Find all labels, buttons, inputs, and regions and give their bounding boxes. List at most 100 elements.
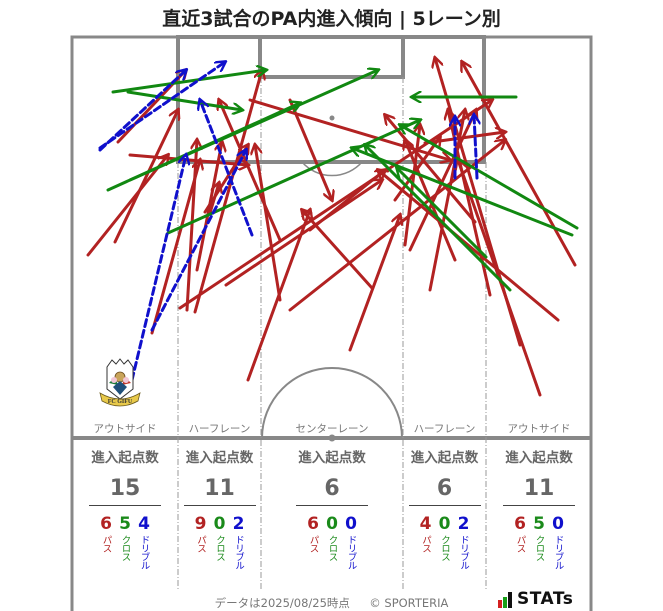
stat-header: 進入起点数 (410, 450, 479, 466)
pass-arrow (86, 155, 168, 257)
pass-count: 4 (419, 514, 432, 534)
pass-arrow (113, 110, 178, 244)
pass-arrow (193, 70, 262, 314)
dribble-label: ドリブル (552, 535, 564, 569)
lane-stats-outside-left: 進入起点数 15 6 パス 5 クロス 4 ドリブル (72, 448, 178, 569)
cross-label: クロス (326, 535, 338, 561)
pass-label: パス (420, 535, 431, 552)
dribble-count: 2 (457, 514, 470, 534)
cross-count: 5 (119, 514, 131, 534)
pass-arrow (208, 183, 219, 215)
pass-arrow (150, 160, 200, 335)
cross-count: 5 (533, 514, 545, 534)
pass-arrow (219, 100, 282, 242)
divider (408, 505, 481, 506)
cross-arrows (106, 70, 579, 292)
cross-label: クロス (214, 535, 225, 561)
divider (503, 505, 575, 506)
lane-stats-outside-right: 進入起点数 11 6 パス 5 クロス 0 ドリブル (486, 448, 592, 569)
stat-header: 進入起点数 (91, 450, 159, 466)
pass-arrow (178, 100, 492, 310)
entry-total: 11 (204, 476, 235, 501)
stats-logo: STATs (498, 590, 573, 608)
pass-arrow (423, 132, 505, 145)
team-crest-icon: FC GIFU (99, 358, 141, 407)
lane-label-outside-right: アウトサイド (507, 423, 571, 435)
lane-label-center: センターレーン (295, 423, 369, 435)
cross-arrow (166, 120, 420, 235)
dribble-arrow (98, 70, 186, 152)
cross-arrow (397, 168, 488, 259)
lane-dividers (177, 77, 487, 590)
pass-arrow (185, 140, 197, 312)
entry-total: 15 (109, 476, 141, 501)
dribble-label: ドリブル (138, 535, 150, 569)
cross-label: クロス (119, 535, 131, 561)
pass-label: パス (195, 535, 206, 552)
cross-arrow (365, 145, 512, 292)
svg-text:FC GIFU: FC GIFU (108, 399, 133, 405)
cross-arrow (352, 148, 574, 237)
lane-label-outside-left: アウトサイド (93, 423, 157, 435)
pass-count: 6 (307, 514, 319, 534)
pass-arrow (255, 145, 282, 302)
pass-count: 6 (100, 514, 112, 534)
data-date-note: データは2025/08/25時点 (214, 596, 350, 610)
entry-total: 6 (436, 476, 453, 501)
dribble-label: ドリブル (345, 535, 357, 569)
cross-label: クロス (533, 535, 545, 561)
divider (89, 505, 161, 506)
pass-label: パス (100, 535, 112, 552)
pass-label: パス (514, 535, 526, 552)
pass-arrow (408, 110, 476, 252)
cross-count: 0 (438, 514, 451, 534)
pass-arrows (86, 58, 577, 397)
lane-stats-center: 進入起点数 6 6 パス 0 クロス 0 ドリブル (261, 448, 403, 569)
pass-arrow (224, 180, 382, 287)
dribble-count: 0 (345, 514, 357, 534)
dribble-arrow (130, 155, 186, 382)
dribble-arrows (98, 62, 477, 382)
pass-arrow (428, 110, 465, 292)
dribble-label: ドリブル (458, 535, 469, 569)
divider (296, 505, 368, 506)
pass-count: 6 (514, 514, 526, 534)
copyright: © SPORTERIA (369, 596, 449, 610)
bar-chart-icon-bar (503, 597, 507, 608)
pass-arrow (378, 170, 560, 322)
bar-chart-icon (498, 600, 502, 608)
pass-count: 9 (194, 514, 207, 534)
cross-arrow (106, 103, 300, 192)
lane-stats-halfspace-left: 進入起点数 11 9 パス 0 クロス 2 ドリブル (178, 448, 261, 569)
entry-total: 11 (523, 476, 555, 501)
cross-arrow (400, 125, 579, 230)
lane-label-halfspace-right: ハーフレーン (413, 423, 476, 435)
pass-arrow (348, 215, 400, 352)
pass-label: パス (307, 535, 319, 552)
bar-chart-icon-bar (508, 592, 512, 608)
stat-header: 進入起点数 (505, 450, 573, 466)
dribble-count: 4 (138, 514, 150, 534)
lane-stats-halfspace-right: 進入起点数 6 4 パス 0 クロス 2 ドリブル (403, 448, 486, 569)
dribble-label: ドリブル (233, 535, 244, 569)
cross-count: 0 (213, 514, 226, 534)
entry-total: 6 (324, 476, 340, 501)
lane-label-halfspace-left: ハーフレーン (188, 423, 251, 435)
dribble-count: 2 (232, 514, 245, 534)
stat-header: 進入起点数 (298, 450, 366, 466)
cross-arrow (126, 90, 242, 110)
pass-arrow (302, 210, 374, 290)
dribble-count: 0 (552, 514, 564, 534)
cross-label: クロス (439, 535, 450, 561)
brand-text: STATs (517, 589, 574, 609)
dribble-arrow (200, 100, 254, 237)
dribble-arrow (474, 115, 477, 180)
cross-arrow (111, 70, 266, 94)
dribble-arrow (98, 62, 225, 150)
pass-arrow (288, 98, 332, 200)
cross-count: 0 (326, 514, 338, 534)
chart-title: 直近3試合のPA内進入傾向 | 5レーン別 (162, 8, 501, 30)
divider (183, 505, 256, 506)
stat-header: 進入起点数 (185, 450, 254, 466)
